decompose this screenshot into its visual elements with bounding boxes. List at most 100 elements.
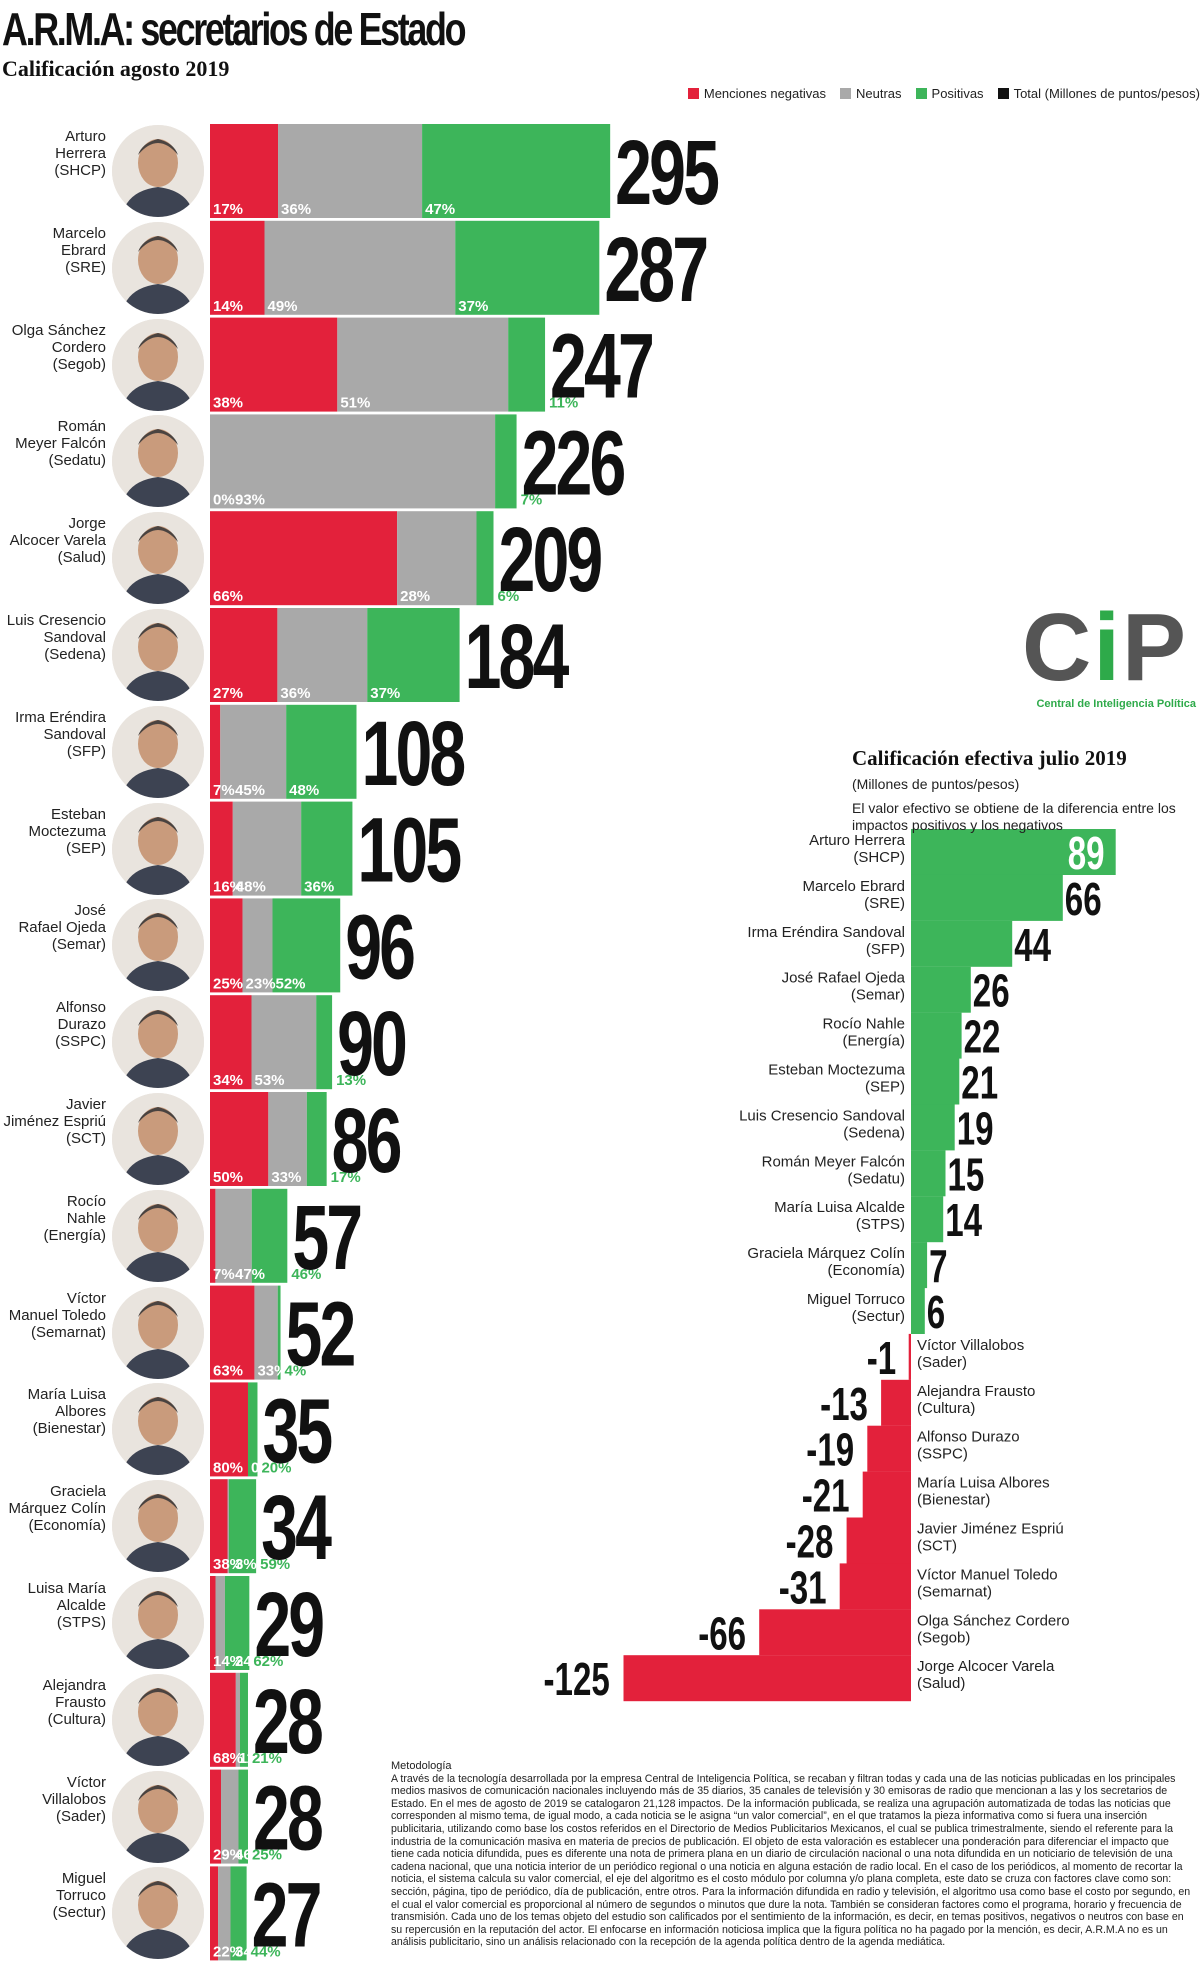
- inset-value: -125: [544, 1655, 610, 1705]
- bar-percent-negative: 22%: [213, 1943, 243, 1960]
- portrait-icon: [112, 1383, 204, 1476]
- bar-segment-positive: [277, 1285, 281, 1380]
- bar-total: 108: [362, 701, 465, 804]
- bar-percent-negative: 14%: [213, 1653, 243, 1670]
- bar-percent-positive: 48%: [289, 782, 319, 799]
- bar-segment-neutral: [337, 317, 509, 412]
- inset-row: 89 Arturo Herrera(SHCP): [809, 829, 1116, 879]
- bar-percent-positive: 46%: [291, 1266, 321, 1283]
- person-name-line: Víctor: [66, 1773, 106, 1791]
- bar-segment-positive: [508, 317, 546, 412]
- person-photo: [112, 1480, 204, 1573]
- bar-percent-negative: 66%: [213, 588, 243, 605]
- portrait-icon: [112, 415, 204, 508]
- inset-name: Olga Sánchez Cordero: [917, 1612, 1070, 1629]
- inset-bar-negative: [846, 1517, 911, 1564]
- bar-percent-positive: 7%: [521, 491, 543, 508]
- person-name: José Rafael Ojeda (Semar): [0, 902, 106, 953]
- bar-percent-positive: 17%: [331, 1169, 361, 1186]
- bar-segment-negative: [210, 124, 279, 218]
- bar-row: 66% 28% 6%209: [210, 507, 604, 611]
- inset-value: 22: [964, 1012, 1001, 1062]
- logo-wordmark: CiP: [1022, 600, 1200, 696]
- bar-percent-negative: 29%: [213, 1847, 243, 1864]
- inset-row: 14 María Luisa Alcalde(STPS): [774, 1196, 983, 1246]
- inset-row: 6 Miguel Torruco(Sectur): [807, 1288, 945, 1338]
- legend-item-total: Total (Millones de puntos/pesos): [997, 86, 1200, 101]
- bar-total: 184: [465, 604, 570, 707]
- methodology: Metodología A través de la tecnología de…: [391, 1760, 1193, 1949]
- person-photo: [112, 1673, 204, 1766]
- bar-percent-negative: 25%: [213, 975, 243, 992]
- bar-percent-positive: 52%: [276, 975, 306, 992]
- bar-segment-positive: [228, 1479, 257, 1574]
- logo-subtitle: Central de Inteligencia Política: [1036, 698, 1196, 710]
- inset-row: -125 Jorge Alcocer Varela(Salud): [544, 1655, 1055, 1705]
- inset-name: (SSPC): [917, 1446, 968, 1463]
- person-name-line: Sandoval: [43, 629, 106, 646]
- inset-title: Calificación efectiva julio 2019: [852, 746, 1127, 770]
- inset-name: (Sedatu): [847, 1170, 905, 1187]
- person-name-line: (Energía): [43, 1226, 106, 1244]
- bar-segment-negative: [210, 220, 265, 315]
- person-name-line: Albores: [55, 1403, 106, 1421]
- bar-percent-negative: 63%: [213, 1363, 243, 1380]
- portrait-icon: [112, 1480, 204, 1573]
- bar-row: 27% 36% 37% 184: [210, 604, 573, 708]
- bar-row: 25% 23% 52% 96: [210, 895, 417, 998]
- inset-bar-positive: [911, 1150, 946, 1197]
- person-name-line: (Sectur): [52, 1904, 106, 1922]
- person-name-line: Alcalde: [56, 1597, 106, 1614]
- methodology-title: Metodología: [391, 1760, 452, 1772]
- person-name-line: Miguel: [61, 1870, 106, 1888]
- person-name: Olga Sánchez Cordero (Segob): [0, 322, 106, 373]
- person-name: Miguel Torruco (Sectur): [0, 1870, 106, 1921]
- inset-name: (Energía): [842, 1033, 905, 1050]
- person-name-line: Víctor: [66, 1289, 106, 1307]
- bar-total: 90: [337, 991, 406, 1094]
- inset-name: Alfonso Durazo: [917, 1429, 1020, 1446]
- bar-percent-neutral: 48%: [236, 879, 266, 896]
- bar-total: 96: [345, 895, 414, 998]
- inset-name: (Segob): [917, 1629, 970, 1646]
- inset-bar-negative: [759, 1609, 911, 1656]
- inset-name: (SHCP): [853, 849, 905, 866]
- person-photo: [112, 318, 204, 411]
- inset-bar-negative: [881, 1379, 911, 1426]
- person-name-line: (Semar): [51, 936, 106, 954]
- legend-swatch-neutral: [840, 88, 851, 99]
- person-name: Víctor Manuel Toledo (Semarnat): [0, 1290, 106, 1341]
- legend-item-positive: Positivas: [915, 86, 984, 101]
- inset-value: 66: [1065, 875, 1102, 925]
- bar-percent-negative: 80%: [213, 1459, 243, 1476]
- bar-percent-neutral: 33%: [257, 1363, 287, 1380]
- person-photo: [112, 1867, 204, 1960]
- person-name-line: Alejandra: [42, 1676, 106, 1694]
- inset-name: (Sader): [917, 1354, 967, 1371]
- bar-total: 209: [499, 507, 602, 610]
- bar-segment-neutral: [215, 1188, 252, 1283]
- inset-bar-positive: [911, 1196, 944, 1243]
- bar-row: 63% 33%4%52: [210, 1282, 357, 1385]
- bar-row: 7% 47% 46%57: [210, 1185, 364, 1288]
- person-name-line: Javier: [65, 1096, 106, 1113]
- bar-total: 35: [262, 1379, 331, 1482]
- inset-name: (Economía): [827, 1262, 905, 1279]
- bar-percent-neutral: 49%: [268, 298, 298, 315]
- person-name-line: Manuel Toledo: [8, 1306, 106, 1324]
- inset-name: Arturo Herrera: [809, 832, 906, 849]
- person-name-line: Torruco: [55, 1887, 106, 1905]
- inset-bar-positive: [911, 966, 971, 1013]
- inset-value: -21: [802, 1471, 850, 1521]
- person-name: Jorge Alcocer Varela (Salud): [0, 515, 106, 566]
- bar-percent-negative: 17%: [213, 201, 243, 218]
- inset-row: 44 Irma Eréndira Sandoval(SFP): [747, 921, 1051, 971]
- bar-segment-negative: [210, 1188, 216, 1283]
- portrait-icon: [112, 318, 204, 411]
- person-name-line: Román: [57, 418, 106, 436]
- inset-name: Javier Jiménez Espriú: [917, 1521, 1064, 1538]
- person-name-line: Rafael Ojeda: [18, 919, 106, 937]
- inset-bar-positive: [911, 1288, 925, 1334]
